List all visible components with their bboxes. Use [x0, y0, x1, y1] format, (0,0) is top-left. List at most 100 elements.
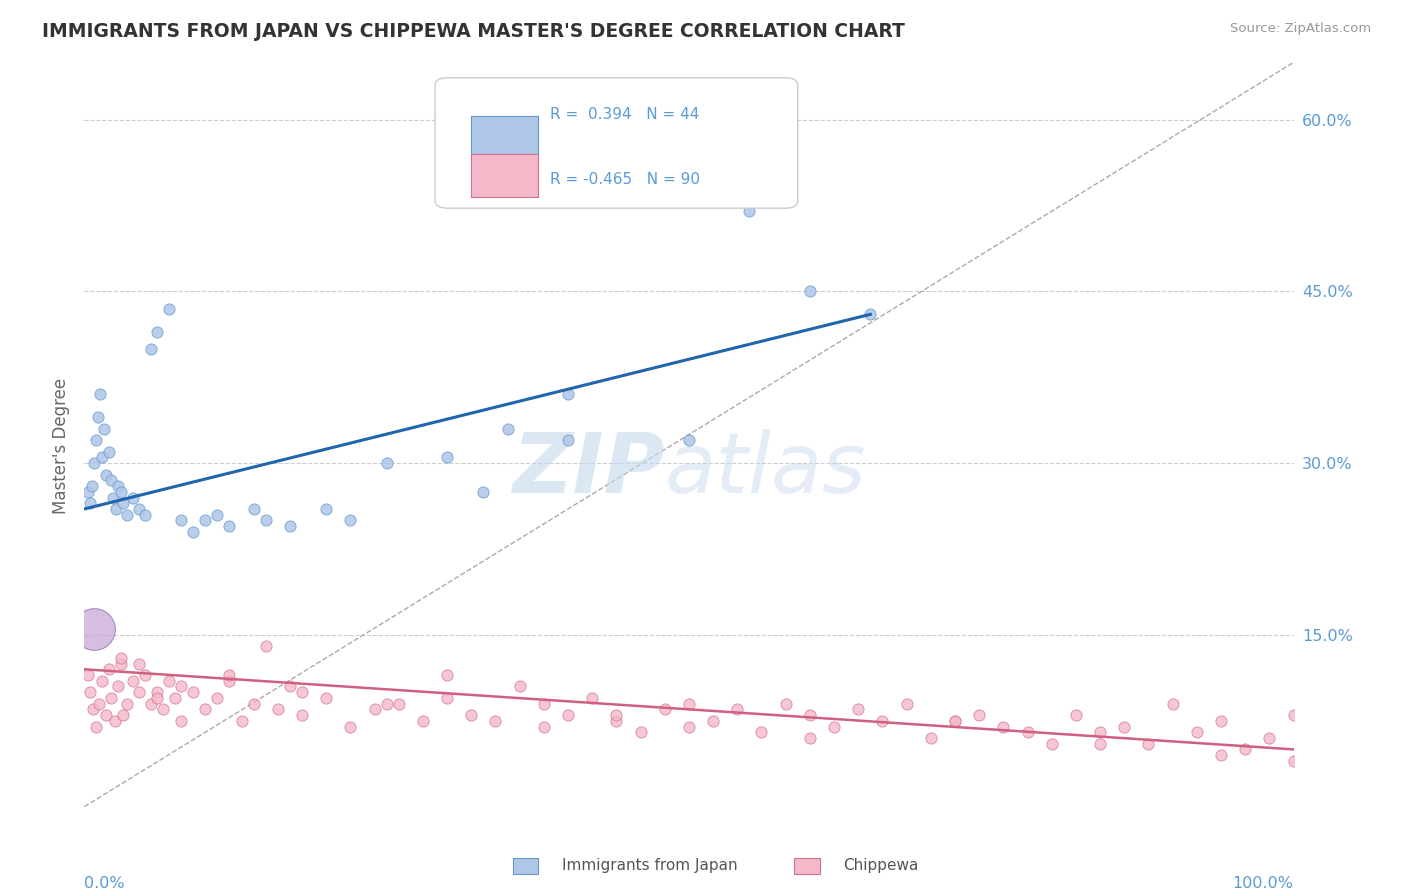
Point — [207, 690, 229, 705]
Point — [134, 508, 156, 522]
Point — [363, 702, 385, 716]
Text: 0.0%: 0.0% — [84, 876, 125, 890]
Point — [218, 519, 240, 533]
Point — [1282, 708, 1305, 723]
Point — [100, 690, 122, 705]
Point — [112, 708, 135, 723]
Point — [89, 387, 111, 401]
Point — [165, 690, 187, 705]
Point — [110, 650, 132, 665]
Point — [77, 668, 100, 682]
Point — [170, 680, 193, 694]
Point — [484, 714, 506, 728]
Point — [315, 690, 337, 705]
Point — [375, 697, 398, 711]
Point — [121, 673, 143, 688]
Point — [121, 491, 143, 505]
Point — [315, 502, 337, 516]
Point — [170, 513, 193, 527]
Point — [1185, 725, 1208, 739]
Point — [1137, 737, 1160, 751]
Point — [97, 662, 120, 676]
Point — [115, 508, 138, 522]
Point — [128, 657, 150, 671]
Point — [87, 697, 110, 711]
Point — [436, 668, 458, 682]
Point — [702, 714, 724, 728]
Bar — [471, 154, 538, 197]
Text: 100.0%: 100.0% — [1233, 876, 1294, 890]
Point — [94, 467, 117, 482]
Point — [218, 668, 240, 682]
Point — [103, 491, 125, 505]
Point — [94, 708, 117, 723]
Point — [846, 702, 869, 716]
Point — [1209, 748, 1232, 763]
Point — [375, 456, 398, 470]
Point — [86, 719, 108, 733]
Point — [115, 697, 138, 711]
Text: R = -0.465   N = 90: R = -0.465 N = 90 — [550, 171, 700, 186]
Point — [412, 714, 434, 728]
Point — [128, 685, 150, 699]
Text: Immigrants from Japan: Immigrants from Japan — [562, 858, 738, 872]
Point — [278, 680, 301, 694]
Text: atlas: atlas — [665, 428, 866, 509]
Point — [139, 697, 162, 711]
Point — [738, 204, 761, 219]
Point — [460, 708, 482, 723]
FancyBboxPatch shape — [434, 78, 797, 208]
Text: IMMIGRANTS FROM JAPAN VS CHIPPEWA MASTER'S DEGREE CORRELATION CHART: IMMIGRANTS FROM JAPAN VS CHIPPEWA MASTER… — [42, 22, 905, 41]
Point — [278, 519, 301, 533]
Point — [1088, 725, 1111, 739]
Point — [107, 680, 129, 694]
Point — [86, 410, 108, 425]
Point — [80, 479, 103, 493]
Point — [1209, 714, 1232, 728]
Point — [872, 714, 894, 728]
Point — [139, 342, 162, 356]
Point — [291, 685, 314, 699]
Point — [896, 697, 918, 711]
Point — [242, 697, 264, 711]
Point — [678, 434, 700, 448]
Point — [231, 714, 253, 728]
Point — [1114, 719, 1136, 733]
Point — [678, 697, 700, 711]
Point — [472, 484, 495, 499]
Point — [1040, 737, 1063, 751]
Point — [91, 450, 114, 465]
Point — [152, 702, 174, 716]
Point — [254, 513, 277, 527]
Point — [207, 508, 229, 522]
Point — [267, 702, 290, 716]
Point — [112, 496, 135, 510]
Point — [242, 502, 264, 516]
Point — [146, 685, 169, 699]
Point — [943, 714, 966, 728]
Point — [1064, 708, 1087, 723]
Point — [1258, 731, 1281, 745]
Point — [110, 657, 132, 671]
Y-axis label: Master's Degree: Master's Degree — [52, 378, 70, 514]
Point — [194, 702, 217, 716]
Point — [339, 513, 361, 527]
Point — [146, 690, 169, 705]
Point — [291, 708, 314, 723]
Point — [436, 690, 458, 705]
Point — [110, 484, 132, 499]
Bar — [471, 116, 538, 158]
Point — [254, 640, 277, 654]
Point — [799, 731, 821, 745]
Point — [100, 474, 122, 488]
Point — [91, 673, 114, 688]
Point — [509, 680, 531, 694]
Point — [86, 434, 108, 448]
Point — [104, 502, 127, 516]
Point — [630, 725, 652, 739]
Point — [799, 708, 821, 723]
Point — [605, 714, 627, 728]
Point — [79, 685, 101, 699]
Point — [533, 719, 555, 733]
Point — [436, 450, 458, 465]
